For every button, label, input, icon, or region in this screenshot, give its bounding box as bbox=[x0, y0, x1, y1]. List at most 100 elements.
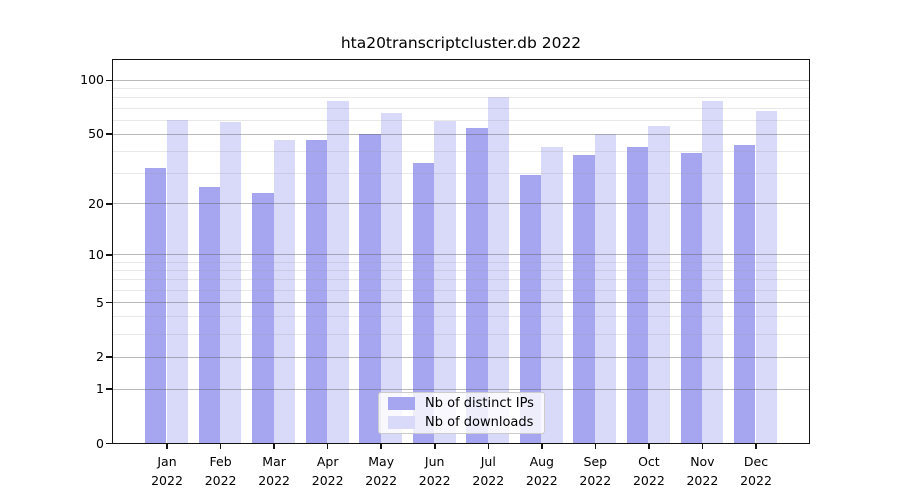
bar-downloads-jul bbox=[487, 97, 510, 443]
bar-downloads-feb bbox=[220, 122, 242, 443]
x-tick-mark-oct bbox=[648, 443, 650, 449]
legend-label-distinct-ips: Nb of distinct IPs bbox=[425, 396, 534, 411]
gridline-50 bbox=[113, 133, 809, 135]
x-tick-mark-dec bbox=[755, 443, 757, 449]
x-tick-mark-sep bbox=[594, 443, 597, 449]
x-tick-year: 2022 bbox=[204, 473, 237, 488]
x-tick-year: 2022 bbox=[258, 473, 290, 488]
legend-label-downloads: Nb of downloads bbox=[425, 415, 534, 430]
bar-downloads-jan bbox=[166, 119, 188, 443]
legend-item-downloads: Nb of downloads bbox=[388, 415, 544, 430]
bar-downloads-apr bbox=[327, 101, 349, 443]
gridline-100 bbox=[113, 79, 809, 81]
gridline-90 bbox=[113, 88, 809, 90]
gridline-20 bbox=[113, 203, 809, 205]
x-tick-month: Dec bbox=[743, 454, 769, 469]
y-tick-label-2: 2 bbox=[96, 349, 104, 365]
y-tick-mark-1 bbox=[106, 388, 112, 390]
gridline-30 bbox=[113, 172, 809, 174]
x-tick-mark-jul bbox=[487, 443, 489, 449]
x-tick-mark-nov bbox=[701, 443, 704, 449]
y-tick-mark-50 bbox=[106, 133, 112, 135]
x-tick-year: 2022 bbox=[365, 473, 398, 488]
legend-swatch-distinct-ips bbox=[388, 397, 415, 410]
x-tick-label-sep: Sep 2022 bbox=[563, 452, 627, 490]
y-tick-label-5: 5 bbox=[96, 294, 104, 310]
y-tick-label-100: 100 bbox=[80, 72, 104, 88]
x-tick-month: Apr bbox=[316, 454, 339, 469]
y-tick-mark-2 bbox=[106, 356, 112, 358]
bar-downloads-dec bbox=[755, 111, 777, 443]
y-tick-mark-5 bbox=[106, 301, 112, 304]
x-tick-year: 2022 bbox=[686, 473, 719, 488]
x-tick-mark-apr bbox=[326, 443, 329, 449]
y-tick-mark-10 bbox=[106, 254, 112, 256]
bar-distinct-ips-jul bbox=[466, 127, 488, 443]
x-tick-mark-aug bbox=[541, 443, 543, 449]
y-tick-mark-100 bbox=[106, 79, 112, 82]
gridline-80 bbox=[113, 97, 809, 99]
bar-downloads-aug bbox=[541, 147, 563, 443]
x-tick-label-oct: Oct 2022 bbox=[617, 452, 681, 490]
gridline-2 bbox=[113, 356, 809, 358]
x-tick-month: Oct bbox=[638, 454, 660, 469]
x-tick-month: Sep bbox=[583, 454, 608, 469]
x-tick-year: 2022 bbox=[740, 473, 772, 488]
x-tick-label-apr: Apr 2022 bbox=[296, 452, 360, 490]
chart-title: hta20transcriptcluster.db 2022 bbox=[340, 34, 582, 52]
y-tick-label-50: 50 bbox=[88, 126, 104, 142]
bar-distinct-ips-jun bbox=[412, 163, 435, 443]
x-tick-mark-feb bbox=[219, 443, 222, 449]
bar-distinct-ips-nov bbox=[680, 152, 702, 443]
legend-item-distinct-ips: Nb of distinct IPs bbox=[388, 396, 544, 411]
bar-downloads-oct bbox=[648, 126, 670, 443]
legend-swatch-downloads bbox=[388, 416, 415, 429]
x-tick-year: 2022 bbox=[632, 473, 665, 488]
y-tick-mark-0 bbox=[106, 442, 112, 445]
x-tick-month: Jun bbox=[424, 454, 445, 469]
x-tick-mark-may bbox=[380, 443, 382, 449]
gridline-9 bbox=[113, 261, 809, 263]
y-tick-label-0: 0 bbox=[96, 435, 104, 451]
x-tick-label-nov: Nov 2022 bbox=[670, 452, 734, 490]
x-tick-month: May bbox=[368, 454, 395, 469]
x-tick-mark-mar bbox=[273, 443, 275, 449]
bar-downloads-jun bbox=[434, 120, 456, 443]
x-tick-label-aug: Aug 2022 bbox=[510, 452, 574, 490]
bar-distinct-ips-jan bbox=[145, 167, 167, 443]
gridline-8 bbox=[113, 270, 809, 272]
bar-distinct-ips-sep bbox=[573, 154, 595, 443]
x-tick-label-jul: Jul 2022 bbox=[456, 452, 520, 490]
bar-downloads-mar bbox=[273, 140, 295, 443]
bar-distinct-ips-oct bbox=[627, 147, 649, 443]
gridline-4 bbox=[113, 316, 809, 318]
bar-downloads-nov bbox=[701, 101, 724, 443]
x-tick-label-mar: Mar 2022 bbox=[242, 452, 306, 490]
y-tick-label-1: 1 bbox=[96, 381, 104, 396]
gridline-70 bbox=[113, 107, 809, 109]
bar-distinct-ips-mar bbox=[252, 192, 274, 443]
gridline-6 bbox=[113, 289, 809, 291]
gridline-60 bbox=[113, 119, 809, 121]
x-tick-year: 2022 bbox=[525, 473, 558, 488]
bar-downloads-may bbox=[380, 113, 403, 443]
x-tick-label-may: May 2022 bbox=[349, 452, 413, 490]
y-tick-mark-20 bbox=[106, 203, 112, 205]
bar-distinct-ips-feb bbox=[198, 186, 221, 443]
bar-distinct-ips-dec bbox=[734, 145, 756, 443]
y-tick-label-20: 20 bbox=[88, 195, 104, 211]
gridline-10 bbox=[113, 254, 809, 256]
x-tick-label-jan: Jan 2022 bbox=[135, 452, 199, 490]
y-tick-label-10: 10 bbox=[88, 246, 104, 262]
bar-distinct-ips-apr bbox=[305, 140, 328, 443]
x-tick-mark-jun bbox=[434, 443, 436, 449]
bar-distinct-ips-aug bbox=[519, 175, 542, 443]
bar-distinct-ips-may bbox=[359, 133, 381, 443]
x-tick-month: Jan bbox=[157, 454, 177, 469]
x-tick-year: 2022 bbox=[151, 473, 183, 488]
x-tick-label-jun: Jun 2022 bbox=[403, 452, 467, 490]
x-tick-year: 2022 bbox=[311, 473, 344, 488]
x-tick-month: Feb bbox=[209, 454, 232, 469]
gridline-7 bbox=[113, 279, 809, 281]
